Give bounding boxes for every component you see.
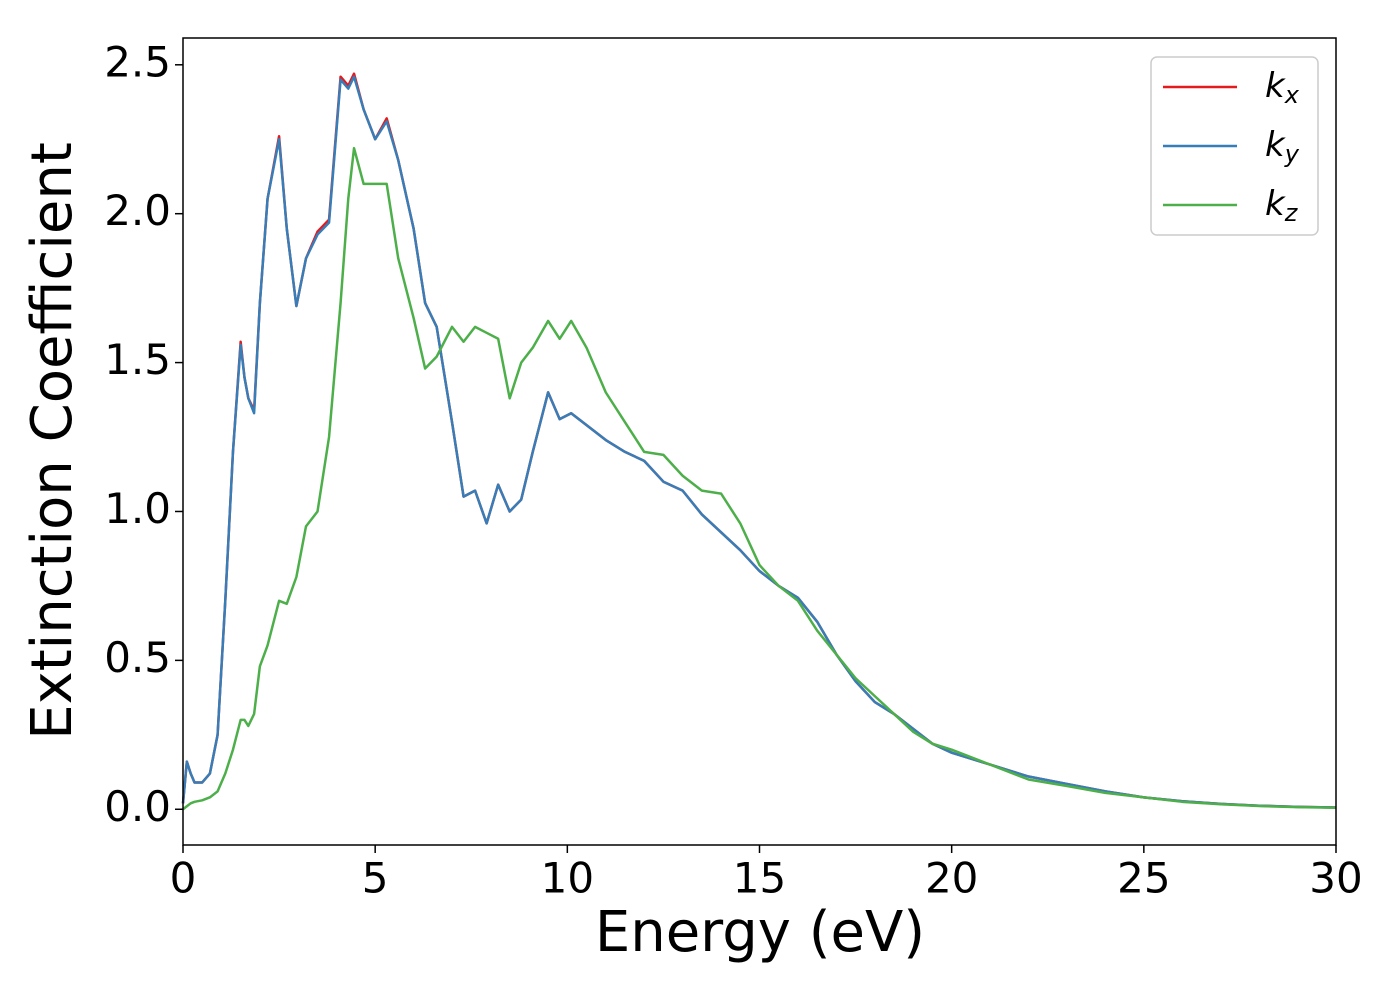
- x-tick-label: 5: [362, 854, 389, 903]
- legend-label: ky: [1265, 125, 1300, 169]
- y-tick-label: 2.5: [104, 37, 171, 86]
- data-line: [181, 75, 1337, 809]
- y-tick-label: 1.0: [104, 484, 171, 533]
- legend: kx ky kz: [1150, 56, 1319, 236]
- legend-label: kz: [1265, 184, 1299, 228]
- x-tick-label: 25: [1117, 854, 1170, 903]
- y-tick-label: 0.5: [104, 633, 171, 682]
- legend-label: kx: [1265, 66, 1300, 110]
- x-tick-label: 0: [170, 854, 197, 903]
- x-tick-label: 10: [541, 854, 594, 903]
- plot-frame: [182, 37, 1337, 846]
- x-tick-label: 20: [925, 854, 978, 903]
- x-tick-label: 15: [733, 854, 786, 903]
- y-tick-label: 1.5: [104, 335, 171, 384]
- data-line: [182, 146, 1337, 811]
- y-tick-label: 2.0: [104, 186, 171, 235]
- x-axis-label: Energy (eV): [595, 900, 925, 965]
- y-tick-label: 0.0: [104, 782, 171, 831]
- x-tick-label: 30: [1309, 854, 1362, 903]
- y-axis-label: Extinction Coefficient: [20, 142, 85, 740]
